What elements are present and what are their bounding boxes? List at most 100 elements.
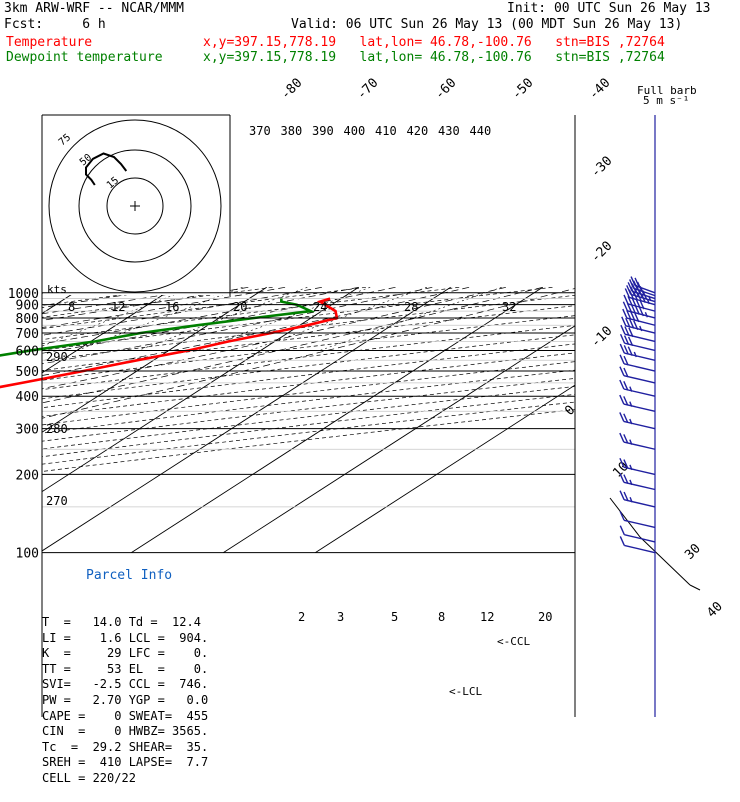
hodograph-ring [106,177,164,235]
barb-flag [631,297,637,307]
barb-flag [619,343,625,354]
barb-flag [620,324,626,335]
w-label: 20 [538,610,552,624]
barb-flag [619,457,625,468]
barb-flag [623,491,629,502]
lcl-marker: <-LCL [449,685,482,698]
barb-shaft [623,420,656,430]
theta-e-label: 410 [375,124,397,138]
dry-adiabat [42,352,575,417]
isotherm-label: -70 [354,76,381,103]
dry-adiabat-label: 270 [46,494,68,508]
barb-flag [623,474,629,484]
wind-barb [620,324,656,343]
wind-barb [619,536,656,554]
barb-flag [633,320,639,331]
barb-flag [640,293,646,303]
axis-extension [639,536,691,586]
barb-half-flag [633,351,637,358]
barb-flag [635,298,641,309]
barb-flag [622,301,629,312]
dry-adiabat-label: 290 [46,350,68,364]
barb-flag [619,412,625,422]
theta-e-label: 390 [312,124,334,138]
isotherm-label: 0 [562,403,578,419]
isotherm-label: 30 [682,541,704,563]
wind-barb [621,316,656,334]
barb-flag [619,525,625,535]
dry-adiabat [42,325,575,391]
isotherm-label: -80 [278,76,305,103]
wind-barb [619,354,656,372]
isotherm-label: -10 [588,324,615,351]
barb-shaft [624,544,656,554]
wind-barb [619,525,656,543]
barb-shaft [623,499,656,508]
barb-half-flag [629,439,633,445]
barb-flag [623,355,629,366]
dewpoint-trace [0,298,316,357]
barb-shaft [627,303,656,312]
barb-half-flag [629,418,633,425]
dewpoint-location: x,y=397.15,778.19 lat,lon= 46.78,-100.76… [203,50,665,65]
pressure-label: 600 [16,344,39,359]
mixing-ratio-label: 12 [111,300,125,314]
barb-shaft [623,403,656,412]
barb-half-flag [639,325,643,332]
barb-flag [619,510,625,521]
isotherm-line [42,286,359,493]
barb-flag [619,333,626,344]
wind-barb [619,510,656,529]
isotherm-label: -20 [588,239,615,266]
barb-half-flag [629,401,633,407]
mixing-ratio-label: 16 [165,300,179,314]
barb-flag [619,354,625,365]
wind-barb [619,490,656,508]
barb-flag [619,394,625,405]
temperature-location: x,y=397.15,778.19 lat,lon= 46.78,-100.76… [203,35,665,50]
barb-flag [634,312,640,323]
barb-flag [627,336,634,347]
barb-shaft [624,534,656,543]
wind-barbs [619,115,656,717]
barb-flag [627,346,633,356]
pressure-label: 1000 [8,287,39,302]
barb-flag [634,305,641,315]
hodograph-units: kts [47,283,67,296]
barb-flag [627,295,633,306]
barb-half-flag [644,312,649,318]
isotherm-label: -40 [586,76,613,103]
parcel-info-row: Tc = 29.2 SHEAR= 35. [42,739,209,754]
theta-e-label: 440 [470,124,492,138]
valid-time: Valid: 06 UTC Sun 26 May 13 (00 MDT Sun … [291,17,683,32]
dry-adiabat [42,315,575,381]
parcel-info-row: LI = 1.6 LCL = 904. [42,630,209,645]
barb-flag [629,319,635,329]
w-label: 2 [298,610,305,624]
isotherm-line [223,325,575,554]
barb-flag [623,459,629,469]
barb-flag [623,335,630,345]
temperature-label: Temperature [6,35,93,50]
theta-e-label: 420 [407,124,429,138]
barb-shaft [623,375,656,384]
barb-shaft [623,363,656,372]
dry-adiabat [42,286,553,351]
barb-half-flag [648,295,652,302]
barb-flag [636,292,642,302]
wind-barb [622,308,656,326]
barb-shaft [629,296,656,306]
pressure-label: 500 [16,365,39,380]
temperature-trace [0,297,339,389]
barb-shaft [624,352,656,361]
wind-barb [619,473,656,491]
w-label: 3 [337,610,344,624]
theta-e-label: 370 [249,124,271,138]
pressure-label: 700 [16,327,39,342]
parcel-info-row: CIN = 0 HWBZ= 3565. [42,724,209,739]
barb-flag [639,299,645,310]
barb-flag [623,396,629,406]
barb-half-flag [629,479,633,486]
parcel-info-panel: Parcel Info T = 14.0 Td = 12.4 LI = 1.6 L… [42,537,230,785]
